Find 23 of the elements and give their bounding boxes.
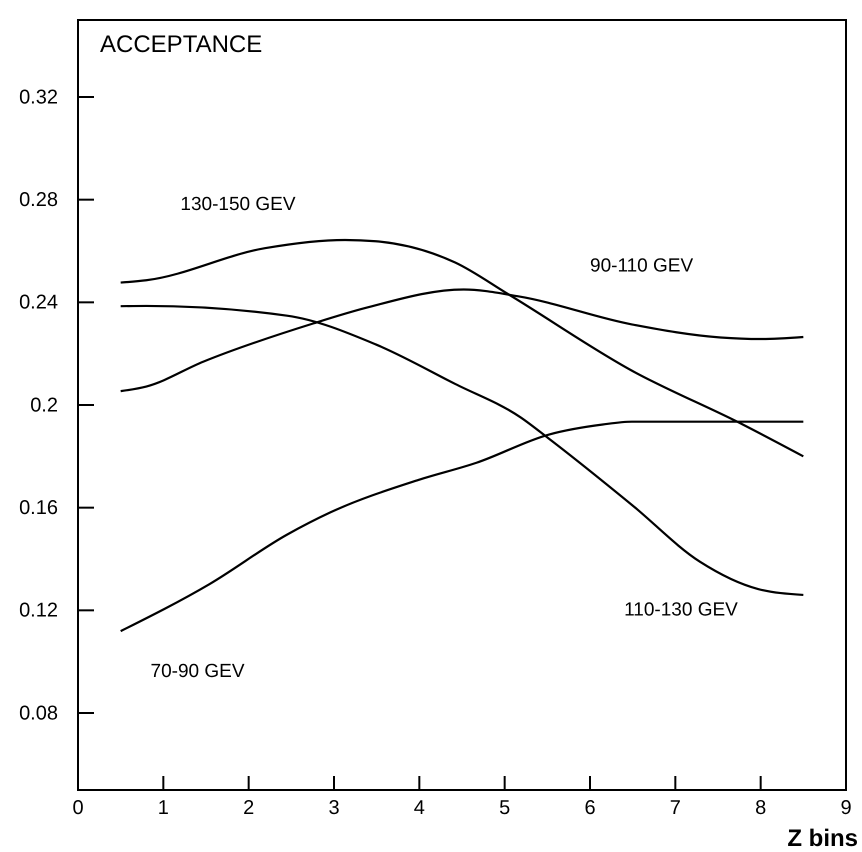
x-tick-label: 8 [755, 797, 766, 820]
x-tick-label: 5 [499, 797, 510, 820]
y-axis-title: ACCEPTANCE [100, 31, 262, 58]
x-tick-label: 9 [840, 797, 852, 820]
y-tick-label: 0.08 [19, 702, 58, 724]
x-tick-label: 7 [670, 797, 681, 820]
y-tick-label: 0.32 [19, 86, 58, 108]
x-axis-title: Z bins [787, 825, 858, 852]
y-tick-label: 0.2 [30, 394, 58, 416]
x-tick-label: 0 [72, 797, 84, 820]
series-label: 130-150 GEV [180, 194, 296, 215]
x-tick-label: 6 [584, 797, 596, 820]
x-tick-label: 2 [243, 797, 254, 820]
x-tick-label: 3 [328, 797, 340, 820]
series-label: 90-110 GEV [590, 256, 694, 277]
text: 70-90 GEV [150, 661, 245, 682]
x-tick-label: 1 [158, 797, 169, 820]
series-label: 110-130 GEV [624, 599, 738, 620]
y-tick-label: 0.24 [19, 292, 58, 314]
y-tick-label: 0.28 [19, 189, 58, 212]
y-tick-label: 0.16 [19, 497, 58, 520]
y-tick-label: 0.12 [19, 600, 58, 622]
x-tick-label: 4 [414, 797, 425, 820]
